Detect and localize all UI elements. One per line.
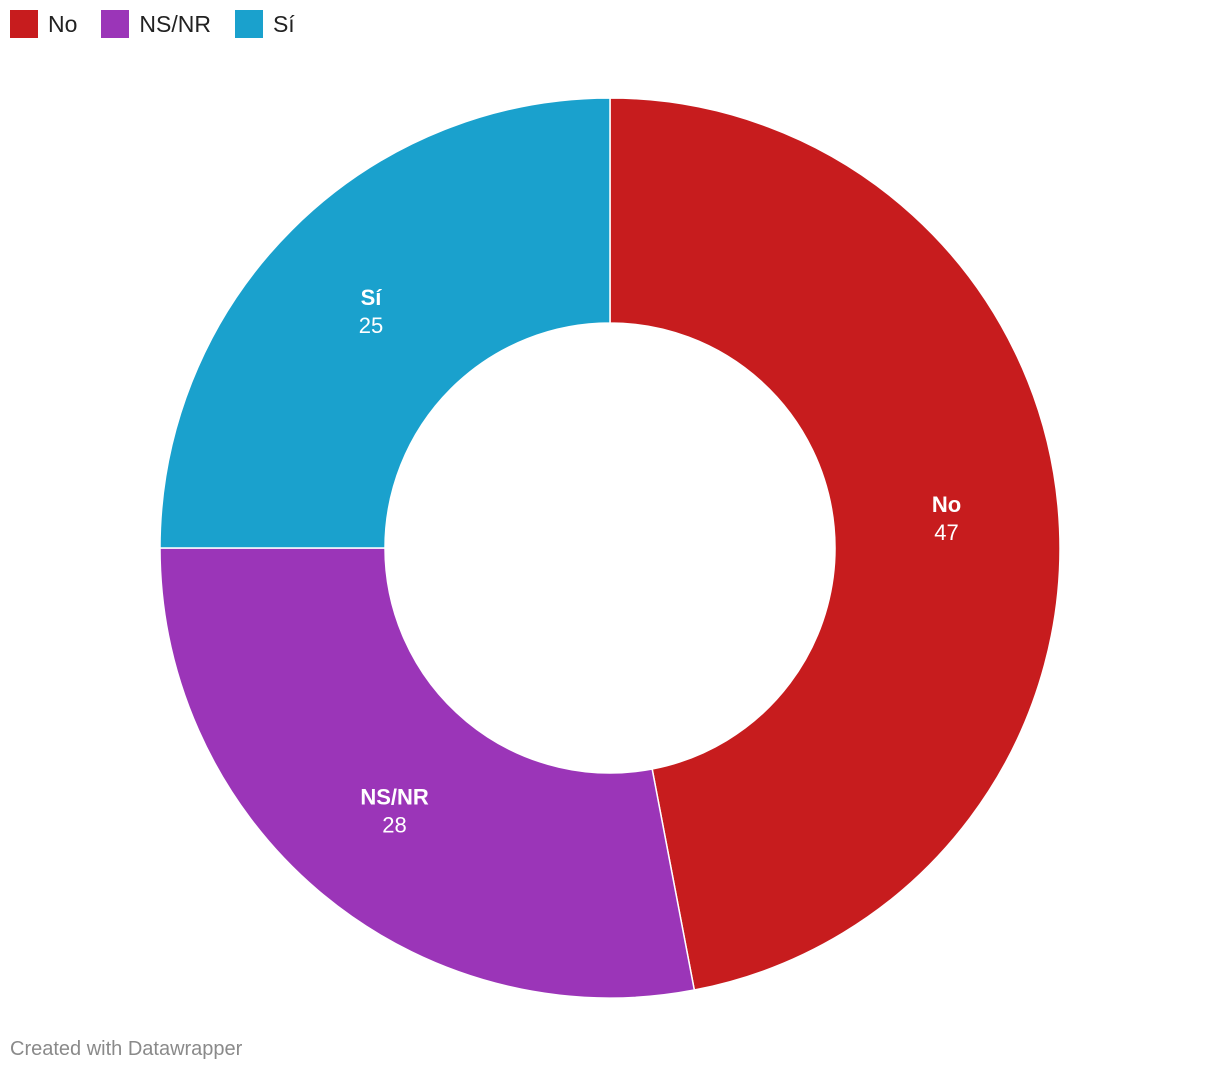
- legend-item-nsnr: NS/NR: [101, 10, 211, 38]
- slice-no: [609, 97, 1061, 991]
- slice-label-nsnr: NS/NR: [360, 784, 429, 809]
- slice-value-no: 47: [934, 520, 958, 545]
- legend-label-no: No: [48, 11, 78, 37]
- slice-label-si: Sí: [361, 285, 383, 310]
- legend-item-no: No: [10, 10, 77, 38]
- legend-swatch-no: [10, 10, 38, 38]
- slice-value-nsnr: 28: [382, 812, 406, 837]
- legend-swatch-si: [234, 10, 263, 38]
- chart-legend: No NS/NR Sí: [10, 10, 295, 38]
- slice-value-si: 25: [359, 313, 383, 338]
- legend-swatch-nsnr: [101, 10, 130, 38]
- slice-si: [159, 97, 611, 549]
- datawrapper-credit: Created with Datawrapper: [10, 1038, 243, 1060]
- slice-label-no: No: [932, 492, 961, 517]
- legend-label-nsnr: NS/NR: [139, 11, 211, 37]
- legend-item-si: Sí: [234, 10, 295, 38]
- legend-label-si: Sí: [272, 11, 295, 37]
- slice-nsnr: [159, 547, 696, 999]
